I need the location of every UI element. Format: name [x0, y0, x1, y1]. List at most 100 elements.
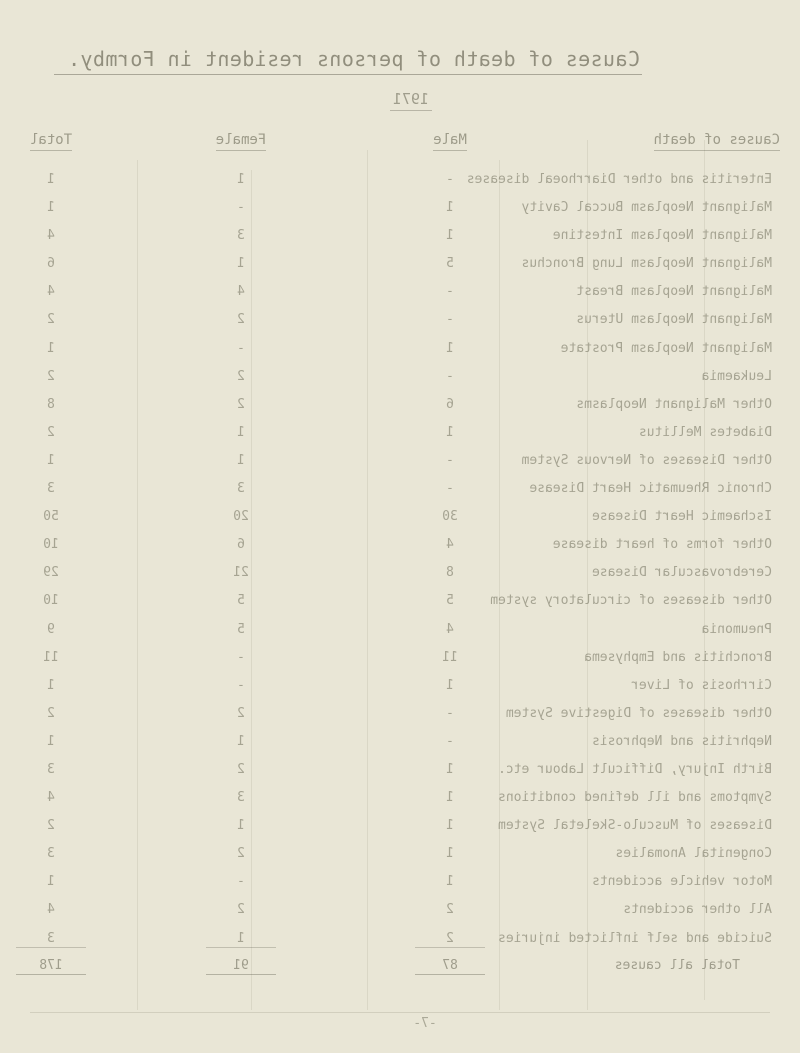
totals-male-value: 87 [415, 958, 485, 975]
table-row: Malignant Neoplasm Intestine 1 3 4 [0, 222, 800, 250]
female-value: - [237, 200, 245, 216]
female-value: 20 [233, 509, 249, 525]
total-value: 50 [43, 509, 59, 525]
total-value: 10 [43, 593, 59, 609]
female-value: 2 [237, 312, 245, 328]
male-value: 1 [446, 761, 454, 777]
male-value: 1 [446, 340, 454, 356]
cause-label: Cirrhosis of Liver [631, 677, 772, 693]
table-row: Symptoms and ill defined conditions 1 3 … [0, 784, 800, 812]
male-value: 1 [446, 846, 454, 862]
cause-label: Malignant Neoplasm Prostate [560, 340, 772, 356]
female-value: 1 [206, 930, 276, 948]
table-row: Malignant Neoplasm Uterus - 2 2 [0, 306, 800, 334]
total-value: 2 [47, 818, 55, 834]
total-value: 1 [47, 733, 55, 749]
female-value: 2 [237, 705, 245, 721]
table-row: Nephritis and Nephrosis - 1 1 [0, 728, 800, 756]
male-value: 11 [442, 649, 458, 665]
female-value: 6 [237, 537, 245, 553]
table-row: Leukaemia - 2 2 [0, 363, 800, 391]
column-header-male: Male [415, 132, 485, 151]
female-value: 4 [237, 284, 245, 300]
cause-label: Leukaemia [701, 368, 772, 384]
table-row: Malignant Neoplasm Prostate 1 - 1 [0, 335, 800, 363]
total-value: 1 [47, 340, 55, 356]
cause-label: Pneumonia [701, 621, 772, 637]
totals-label: Total all causes [614, 958, 740, 973]
cause-label: Ischaemic Heart Disease [591, 509, 772, 525]
total-value: 3 [47, 761, 55, 777]
table-row: Bronchitis and Emphysema 11 - 11 [0, 644, 800, 672]
total-value: 2 [47, 312, 55, 328]
female-value: 2 [237, 902, 245, 918]
column-header-total: Total [16, 132, 86, 151]
male-value: 1 [446, 874, 454, 890]
female-value: - [237, 649, 245, 665]
male-value: 2 [446, 902, 454, 918]
table-row: Diabetes Mellitus 1 1 2 [0, 419, 800, 447]
male-value: 2 [415, 930, 485, 948]
total-value: 29 [43, 565, 59, 581]
male-value: 1 [446, 424, 454, 440]
female-value: 1 [237, 733, 245, 749]
total-value: 2 [47, 368, 55, 384]
female-value: 21 [233, 565, 249, 581]
cause-label: Chronic Rheumatic Heart Disease [529, 481, 772, 497]
cause-label: Symptoms and ill defined conditions [498, 790, 772, 806]
table-row: Other Malignant Neoplasms 6 2 8 [0, 391, 800, 419]
column-header-female: Female [206, 132, 276, 151]
male-value: - [446, 368, 454, 384]
male-value: - [446, 312, 454, 328]
total-value: 1 [47, 200, 55, 216]
female-value: - [237, 874, 245, 890]
cause-label: Diabetes Mellitus [638, 424, 772, 440]
male-value: 4 [446, 537, 454, 553]
total-value: 3 [47, 846, 55, 862]
table-row: Other Diseases of Nervous System - 1 1 [0, 447, 800, 475]
male-value: 8 [446, 565, 454, 581]
total-value: 3 [47, 481, 55, 497]
female-value: 2 [237, 396, 245, 412]
male-value: - [446, 284, 454, 300]
total-value: 10 [43, 537, 59, 553]
cause-label: Other diseases of circulatory system [490, 593, 772, 609]
bleed-line [30, 1012, 770, 1013]
total-value: 11 [43, 649, 59, 665]
cause-label: Diseases of Musculo-Skeletal System [498, 818, 772, 834]
male-value: 6 [446, 396, 454, 412]
cause-label: Malignant Neoplasm Buccal Cavity [521, 200, 772, 216]
male-value: - [446, 481, 454, 497]
male-value: 1 [446, 228, 454, 244]
total-value: 1 [47, 874, 55, 890]
cause-label: Malignant Neoplasm Breast [576, 284, 772, 300]
table-row: Cirrhosis of Liver 1 - 1 [0, 672, 800, 700]
cause-label: Motor vehicle accidents [591, 874, 772, 890]
female-value: 5 [237, 593, 245, 609]
female-value: 2 [237, 368, 245, 384]
female-value: 3 [237, 228, 245, 244]
female-value: 1 [237, 452, 245, 468]
male-value: 1 [446, 790, 454, 806]
cause-label: Other Diseases of Nervous System [521, 452, 772, 468]
total-value: 3 [16, 930, 86, 948]
cause-label: Bronchitis and Emphysema [584, 649, 772, 665]
totals-total-value: 178 [16, 958, 86, 975]
table-row: Diseases of Musculo-Skeletal System 1 1 … [0, 812, 800, 840]
cause-label: Birth Injury, Difficult Labour etc. [498, 761, 772, 777]
total-value: 8 [47, 396, 55, 412]
female-value: 3 [237, 790, 245, 806]
table-row: Suicide and self inflicted injuries 2 1 … [0, 925, 800, 953]
male-value: - [446, 733, 454, 749]
table-row: Motor vehicle accidents 1 - 1 [0, 868, 800, 896]
cause-label: Other forms of heart disease [552, 537, 772, 553]
table-row: Ischaemic Heart Disease 30 20 50 [0, 503, 800, 531]
total-value: 1 [47, 452, 55, 468]
totals-female-value: 91 [206, 958, 276, 975]
female-value: 1 [237, 818, 245, 834]
page-title: Causes of death of persons resident in F… [53, 47, 642, 75]
female-value: 2 [237, 846, 245, 862]
total-value: 2 [47, 424, 55, 440]
total-value: 4 [47, 228, 55, 244]
